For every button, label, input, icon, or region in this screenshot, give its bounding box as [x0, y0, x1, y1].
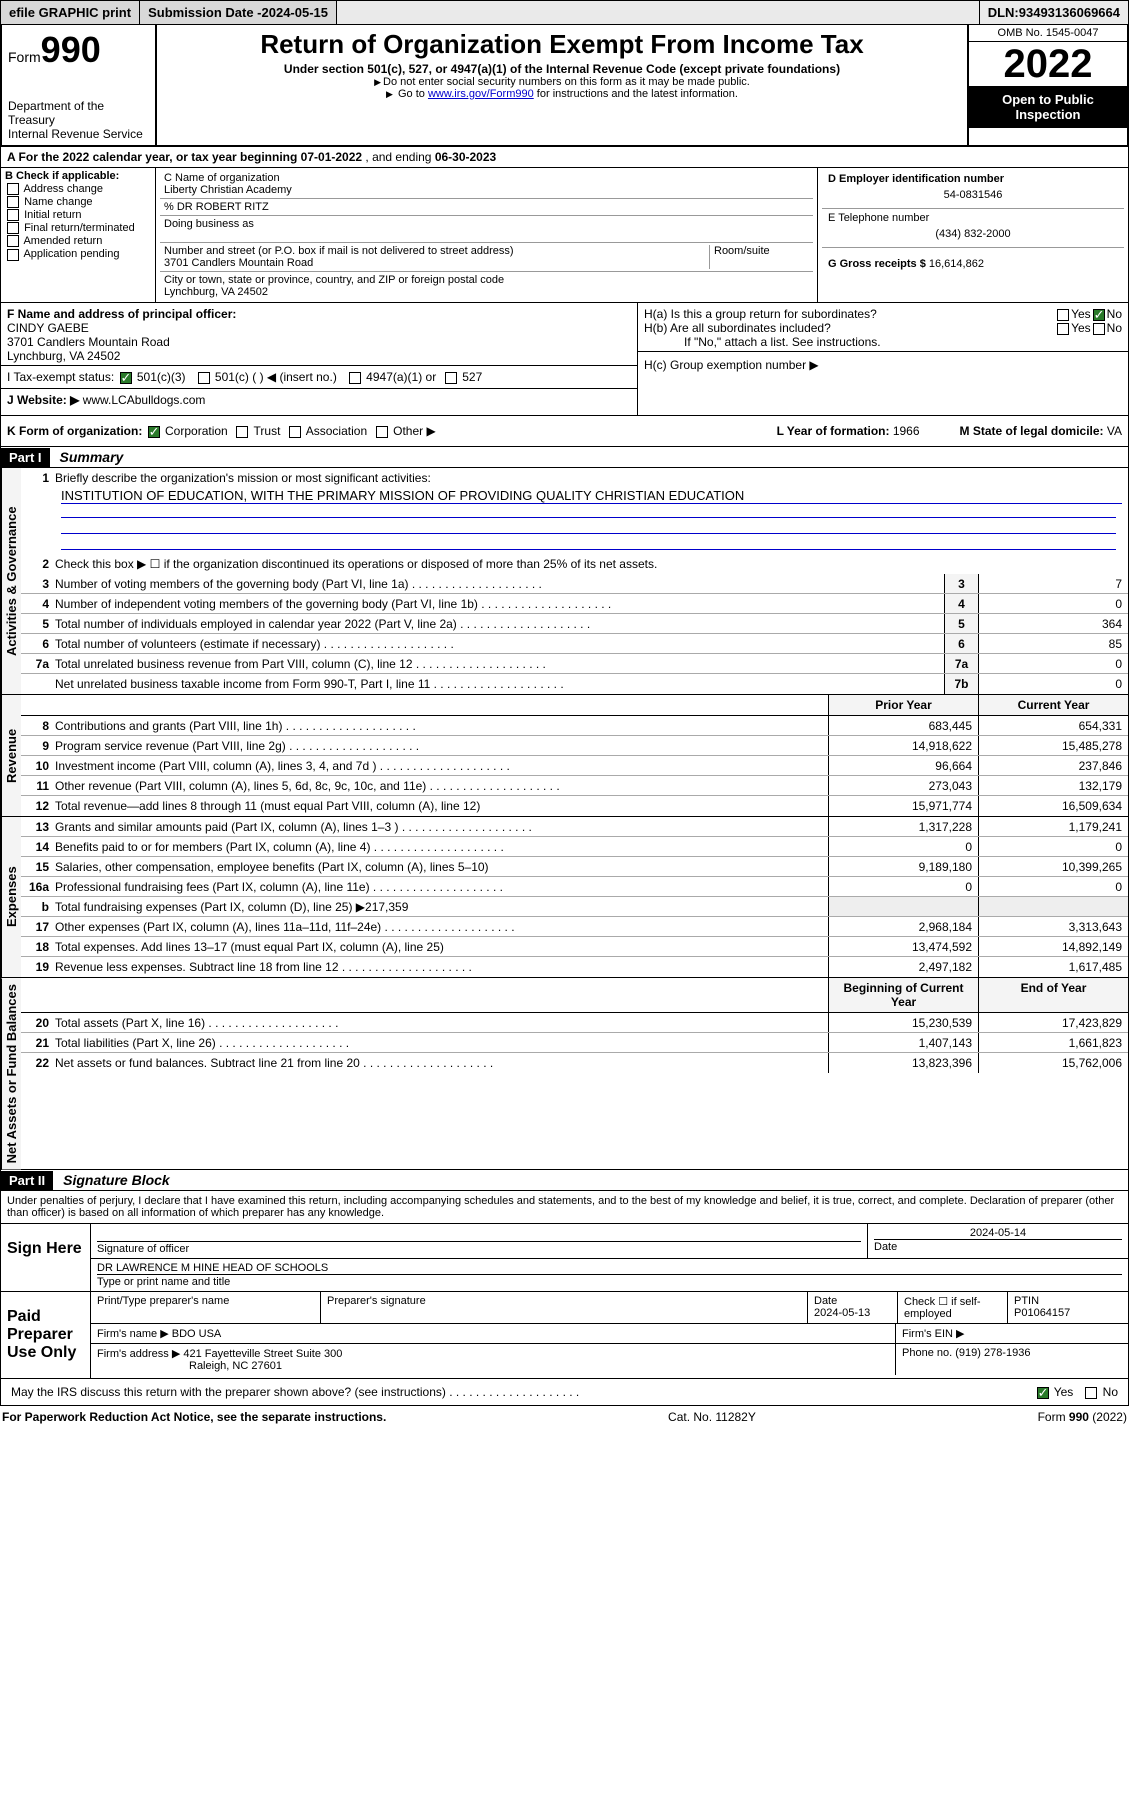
check-501c3[interactable] — [120, 372, 132, 384]
sign-here-block: Sign Here Signature of officer 2024-05-1… — [0, 1224, 1129, 1292]
ha-yes[interactable]: Yes — [1055, 307, 1091, 321]
sign-here-label: Sign Here — [1, 1224, 91, 1291]
form-number: Form990 — [8, 29, 149, 71]
ha-no[interactable]: No — [1091, 307, 1122, 321]
check-name-change[interactable]: Name change — [5, 196, 151, 208]
sidelabel-expenses: Expenses — [1, 817, 21, 977]
omb-number: OMB No. 1545-0047 — [969, 25, 1127, 42]
check-trust[interactable] — [236, 426, 248, 438]
check-amended[interactable]: Amended return — [5, 235, 151, 247]
hb-yes[interactable]: Yes — [1055, 321, 1091, 335]
check-501c[interactable] — [198, 372, 210, 384]
block-i: I Tax-exempt status: 501(c)(3) 501(c) ( … — [1, 365, 637, 388]
submission-date-value: 2024-05-15 — [262, 5, 329, 20]
check-initial-return[interactable]: Initial return — [5, 209, 151, 221]
paid-preparer-label: Paid Preparer Use Only — [1, 1292, 91, 1378]
part2-header: Part II Signature Block — [0, 1170, 1129, 1191]
discuss-row: May the IRS discuss this return with the… — [0, 1379, 1129, 1406]
topbar: efile GRAPHIC print Submission Date - 20… — [0, 0, 1129, 25]
topbar-spacer — [337, 1, 980, 24]
form-title: Return of Organization Exempt From Incom… — [165, 29, 959, 60]
dln: DLN: 93493136069664 — [980, 1, 1128, 24]
paid-preparer-block: Paid Preparer Use Only Print/Type prepar… — [0, 1292, 1129, 1379]
check-527[interactable] — [445, 372, 457, 384]
open-to-public: Open to Public Inspection — [969, 86, 1127, 128]
org-name-line: C Name of organization Liberty Christian… — [160, 170, 813, 199]
check-4947[interactable] — [349, 372, 361, 384]
block-hb: H(b) Are all subordinates included? Yes … — [644, 321, 1122, 335]
form-header-right: OMB No. 1545-0047 2022 Open to Public In… — [967, 25, 1127, 145]
sidelabel-net: Net Assets or Fund Balances — [1, 978, 21, 1169]
section-expenses: Expenses 13Grants and similar amounts pa… — [0, 817, 1129, 978]
care-of-line: % DR ROBERT RITZ — [160, 199, 813, 216]
tax-year: 2022 — [969, 42, 1127, 86]
block-l: L Year of formation: 1966 — [777, 424, 920, 438]
block-d: D Employer identification number 54-0831… — [822, 170, 1124, 209]
block-k: K Form of organization: Corporation Trus… — [7, 424, 436, 438]
block-m: M State of legal domicile: VA — [960, 424, 1122, 438]
check-other[interactable] — [376, 426, 388, 438]
block-ha: H(a) Is this a group return for subordin… — [644, 307, 1122, 321]
dept-treasury: Department of the Treasury Internal Reve… — [8, 99, 149, 141]
block-j: J Website: ▶ www.LCAbulldogs.com — [1, 388, 637, 411]
form-subtitle-2: Do not enter social security numbers on … — [165, 76, 959, 88]
section-net-assets: Net Assets or Fund Balances Beginning of… — [0, 978, 1129, 1170]
page-footer: For Paperwork Reduction Act Notice, see … — [0, 1406, 1129, 1428]
form-header: Form990 Department of the Treasury Inter… — [0, 25, 1129, 147]
col-hk: H(a) Is this a group return for subordin… — [638, 303, 1128, 415]
block-de: D Employer identification number 54-0831… — [818, 168, 1128, 302]
submission-date-button[interactable]: Submission Date - 2024-05-15 — [140, 1, 337, 24]
block-b: B Check if applicable: Address change Na… — [1, 168, 156, 302]
city-line: City or town, state or province, country… — [160, 272, 813, 300]
tax-period-row: A For the 2022 calendar year, or tax yea… — [0, 147, 1129, 168]
sidelabel-revenue: Revenue — [1, 695, 21, 816]
discuss-yes[interactable] — [1037, 1387, 1049, 1399]
check-address-change[interactable]: Address change — [5, 183, 151, 195]
check-association[interactable] — [289, 426, 301, 438]
blocks-fhij: F Name and address of principal officer:… — [0, 303, 1129, 416]
form-subtitle-1: Under section 501(c), 527, or 4947(a)(1)… — [165, 62, 959, 76]
block-h-note: If "No," attach a list. See instructions… — [644, 335, 1122, 349]
block-hc: H(c) Group exemption number ▶ — [638, 351, 1128, 378]
check-final-return[interactable]: Final return/terminated — [5, 222, 151, 234]
submission-date-label: Submission Date - — [148, 5, 261, 20]
part1-header: Part I Summary — [0, 447, 1129, 468]
block-klm: K Form of organization: Corporation Trus… — [0, 416, 1129, 447]
block-f: F Name and address of principal officer:… — [7, 307, 631, 363]
hb-no[interactable]: No — [1091, 321, 1122, 335]
irs-link[interactable]: www.irs.gov/Form990 — [428, 88, 534, 100]
block-c: C Name of organization Liberty Christian… — [156, 168, 818, 302]
check-app-pending[interactable]: Application pending — [5, 248, 151, 260]
dba-line: Doing business as — [160, 216, 813, 243]
address-line: Number and street (or P.O. box if mail i… — [160, 243, 813, 272]
form-header-mid: Return of Organization Exempt From Incom… — [157, 25, 967, 145]
form-subtitle-3: Go to www.irs.gov/Form990 for instructio… — [165, 88, 959, 100]
room-suite: Room/suite — [709, 245, 809, 269]
block-e: E Telephone number (434) 832-2000 — [822, 209, 1124, 248]
mission-text: INSTITUTION OF EDUCATION, WITH THE PRIMA… — [61, 488, 1122, 504]
col-fij: F Name and address of principal officer:… — [1, 303, 638, 415]
perjury-statement: Under penalties of perjury, I declare th… — [0, 1191, 1129, 1224]
block-g: G Gross receipts $ 16,614,862 — [822, 248, 1124, 273]
check-corporation[interactable] — [148, 426, 160, 438]
discuss-no[interactable] — [1085, 1387, 1097, 1399]
efile-print-button[interactable]: efile GRAPHIC print — [1, 1, 140, 24]
header-blocks-row: B Check if applicable: Address change Na… — [0, 168, 1129, 303]
section-revenue: Revenue Prior YearCurrent Year 8Contribu… — [0, 695, 1129, 817]
section-governance: Activities & Governance 1 Briefly descri… — [0, 468, 1129, 695]
form-header-left: Form990 Department of the Treasury Inter… — [2, 25, 157, 145]
sidelabel-governance: Activities & Governance — [1, 468, 21, 694]
